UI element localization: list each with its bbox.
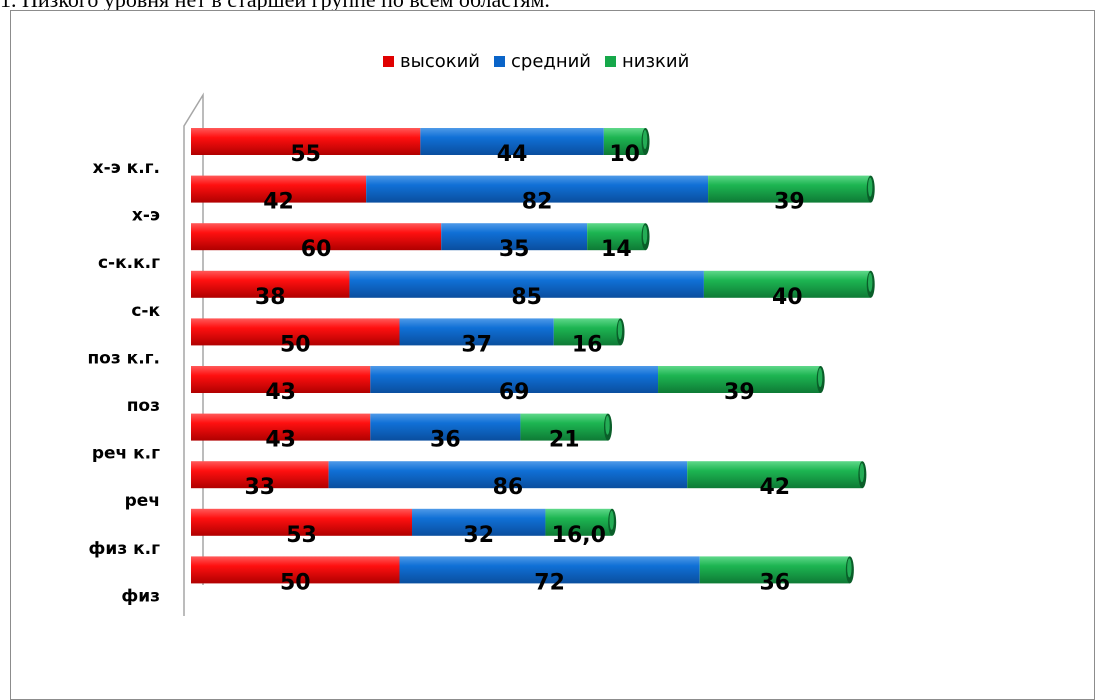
bar-low [603, 128, 646, 155]
value-label-medium: 44 [497, 142, 528, 167]
bar-end-cap-highlight [868, 177, 873, 197]
bar-low [708, 175, 871, 203]
category-label: с-к.к.г [98, 253, 160, 273]
value-label-high: 43 [265, 428, 296, 453]
legend-swatch-high [383, 56, 394, 67]
bar-medium [412, 508, 546, 536]
bar-end-cap-highlight [817, 368, 823, 387]
value-label-high: 43 [265, 380, 296, 405]
labels-layer: х-э к.г. 55 44 10 х-э 42 82 39 с-к.к.г 60 35 14 с-к 3… [87, 142, 804, 606]
category-label: поз [127, 396, 160, 416]
legend-label-high: высокий [400, 51, 480, 72]
value-label-medium: 85 [511, 285, 542, 310]
legend-swatch-medium [494, 56, 505, 67]
value-label-high: 33 [244, 475, 275, 500]
chart-frame: высокий средний низкий [10, 10, 1095, 700]
value-label-medium: 35 [499, 237, 530, 262]
bar-high [191, 318, 400, 346]
value-label-medium: 32 [463, 523, 494, 548]
value-label-medium: 69 [499, 380, 530, 405]
bar-high [191, 366, 371, 393]
category-label: х-э к.г. [93, 158, 160, 178]
category-label: поз к.г. [87, 348, 160, 368]
value-label-medium: 86 [493, 475, 524, 500]
bar-low [553, 318, 621, 346]
bar-low [587, 223, 646, 251]
bars-layer [191, 128, 875, 584]
bar-medium [399, 556, 700, 584]
value-label-medium: 82 [522, 190, 553, 215]
bar-medium [366, 175, 709, 203]
value-label-medium: 36 [430, 428, 461, 453]
bar-medium [349, 270, 704, 298]
bar-medium [399, 318, 554, 346]
bar-end-cap-highlight [605, 415, 610, 435]
axis-layer [183, 92, 204, 616]
bar-end-cap-highlight [609, 510, 614, 530]
category-label: физ к.г [89, 539, 161, 559]
legend-label-medium: средний [511, 51, 592, 72]
legend-item-high: высокий [383, 51, 480, 72]
value-label-low: 16,0 [552, 523, 606, 548]
value-label-low: 21 [549, 428, 580, 453]
bar-low [699, 556, 850, 584]
bar-high [191, 508, 413, 536]
bar-medium [441, 223, 588, 251]
document-text-line: 1. Низкого уровня нет в старшей группе п… [0, 0, 550, 13]
bar-medium [370, 366, 659, 393]
category-label: с-к [131, 301, 160, 321]
bar-end-cap-highlight [859, 463, 865, 483]
value-label-low: 16 [572, 332, 603, 357]
value-label-low: 39 [724, 380, 755, 405]
value-label-high: 53 [286, 523, 317, 548]
value-label-high: 55 [290, 142, 321, 167]
value-label-medium: 72 [534, 570, 565, 595]
value-label-high: 50 [280, 570, 311, 595]
value-label-medium: 37 [461, 332, 492, 357]
value-label-low: 40 [772, 285, 803, 310]
bar-medium [370, 413, 521, 441]
value-label-low: 14 [601, 237, 632, 262]
category-label: х-э [132, 206, 160, 226]
legend-swatch-low [605, 56, 617, 67]
category-label: реч [125, 491, 160, 511]
bar-high [191, 223, 442, 251]
legend-label-low: низкий [622, 51, 690, 72]
bar-low [658, 366, 821, 393]
legend-item-medium: средний [494, 51, 591, 72]
bar-end-cap-highlight [642, 130, 648, 149]
bar-high [191, 128, 421, 155]
value-label-low: 39 [774, 190, 805, 215]
value-label-high: 38 [255, 285, 286, 310]
value-label-high: 60 [301, 237, 332, 262]
bar-high [191, 556, 400, 584]
axis-wall [183, 92, 204, 616]
category-label: реч к.г [92, 444, 160, 464]
legend-item-low: низкий [605, 51, 689, 72]
bar-end-cap-highlight [868, 272, 873, 292]
bar-low [687, 461, 863, 489]
bar-high [191, 270, 350, 298]
bar-high [191, 175, 367, 203]
chart-legend: высокий средний низкий [383, 51, 703, 72]
bar-low [545, 508, 613, 536]
bar-high [191, 413, 371, 441]
bar-low [703, 270, 871, 298]
value-label-low: 36 [759, 570, 790, 595]
bar-medium [328, 461, 688, 489]
bar-high [191, 461, 329, 489]
category-label: физ [121, 586, 160, 606]
bar-medium [420, 128, 604, 155]
bar-end-cap-highlight [847, 558, 852, 578]
value-label-high: 42 [263, 190, 294, 215]
value-label-low: 42 [759, 475, 790, 500]
bar-end-cap-highlight [617, 320, 623, 340]
value-label-high: 50 [280, 332, 311, 357]
value-label-low: 10 [609, 142, 640, 167]
bar-end-cap-highlight [642, 225, 648, 245]
bar-low [520, 413, 608, 441]
